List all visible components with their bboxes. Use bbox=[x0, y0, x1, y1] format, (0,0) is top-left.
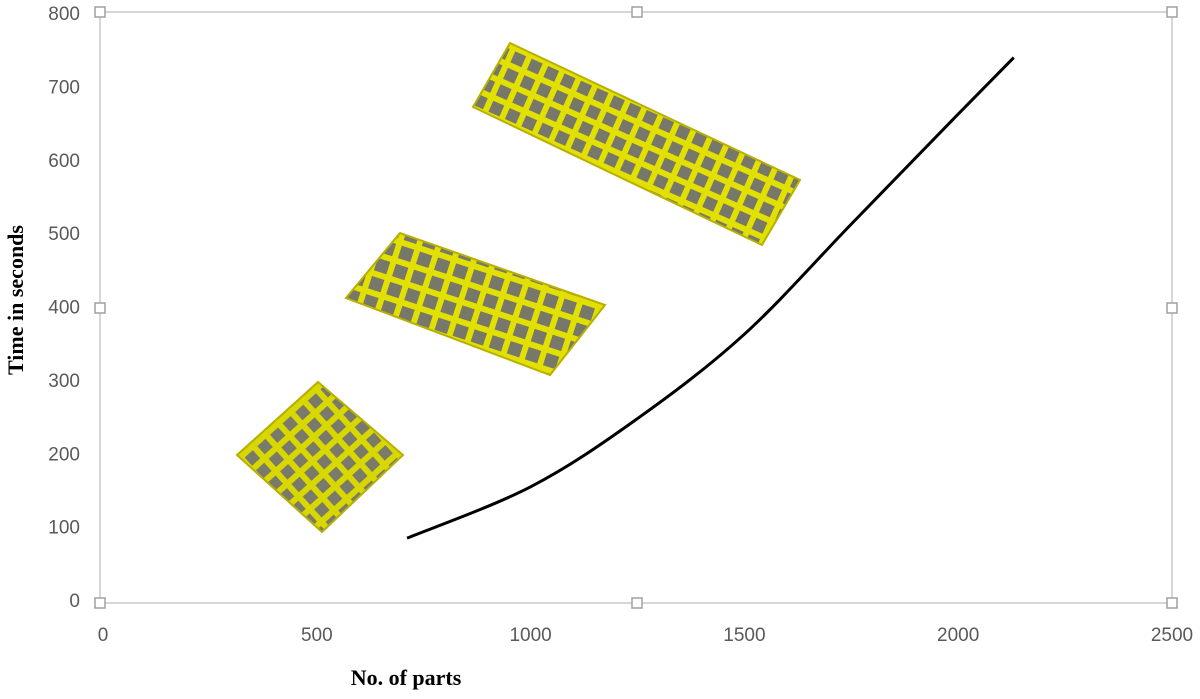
lattice-medium bbox=[344, 231, 607, 377]
y-tick-label: 100 bbox=[48, 518, 80, 539]
y-tick-label: 600 bbox=[48, 151, 80, 172]
x-tick-label: 1000 bbox=[509, 625, 551, 646]
y-axis-title: Time in seconds bbox=[3, 225, 28, 375]
y-tick-label: 200 bbox=[48, 444, 80, 465]
x-tick-label: 0 bbox=[98, 625, 109, 646]
x-tick-label: 500 bbox=[301, 625, 333, 646]
y-tick-label: 300 bbox=[48, 371, 80, 392]
lattice-large bbox=[471, 41, 802, 247]
y-tick-label: 800 bbox=[48, 4, 80, 25]
lattice-small bbox=[235, 380, 405, 534]
y-tick-label: 0 bbox=[69, 591, 80, 612]
x-axis-title: No. of parts bbox=[351, 665, 462, 690]
chart-frame bbox=[99, 11, 1173, 604]
x-tick-label: 2000 bbox=[937, 625, 979, 646]
y-tick-label: 700 bbox=[48, 77, 80, 98]
y-tick-label: 400 bbox=[48, 298, 80, 319]
selection-handles bbox=[94, 6, 1178, 609]
data-line bbox=[406, 56, 1015, 540]
x-tick-label: 1500 bbox=[723, 625, 765, 646]
y-tick-label: 500 bbox=[48, 224, 80, 245]
x-tick-label: 2500 bbox=[1151, 625, 1193, 646]
lattice-illustrations bbox=[235, 41, 802, 534]
